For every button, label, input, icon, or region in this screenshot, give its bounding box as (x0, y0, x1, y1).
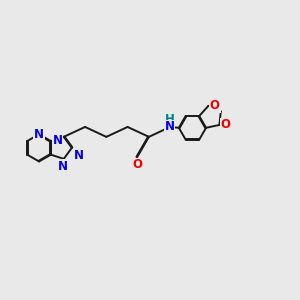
Text: N: N (58, 160, 68, 173)
Text: H: H (165, 112, 175, 125)
Text: O: O (220, 118, 231, 131)
Text: N: N (52, 134, 62, 147)
Text: O: O (210, 99, 220, 112)
Text: N: N (74, 149, 83, 162)
Text: H: H (165, 113, 175, 126)
Text: O: O (132, 158, 142, 172)
Text: N: N (34, 128, 44, 141)
Text: N: N (165, 120, 175, 134)
